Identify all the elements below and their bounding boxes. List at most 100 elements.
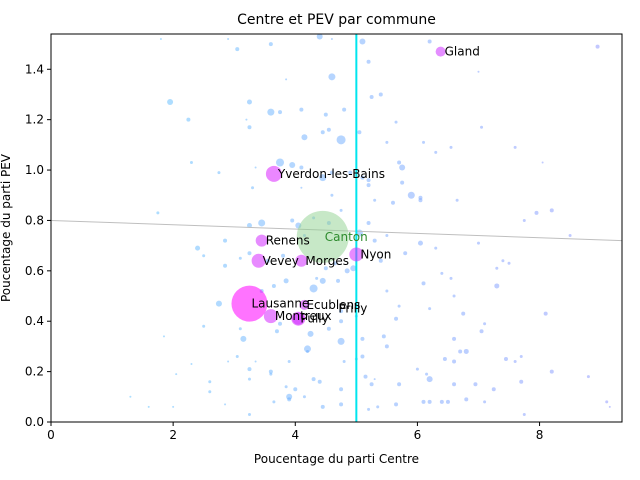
data-point xyxy=(223,238,228,243)
data-point xyxy=(390,200,395,205)
y-tick-label: 0.8 xyxy=(25,213,44,227)
data-point xyxy=(397,382,402,387)
data-point xyxy=(439,399,444,404)
data-point xyxy=(359,38,366,45)
city-label: Pully xyxy=(300,312,328,326)
data-point xyxy=(373,198,377,202)
data-point xyxy=(366,220,371,225)
data-point xyxy=(452,382,457,387)
data-point xyxy=(363,374,368,379)
data-point xyxy=(339,309,344,314)
data-point xyxy=(400,180,405,185)
data-point xyxy=(235,47,240,52)
data-point xyxy=(369,94,374,99)
x-axis-label: Poucentage du parti Centre xyxy=(254,452,419,466)
data-point xyxy=(449,276,453,280)
data-point xyxy=(357,130,362,135)
data-point xyxy=(323,266,328,271)
data-point xyxy=(360,354,365,359)
data-point xyxy=(452,359,457,364)
data-point xyxy=(159,38,162,41)
data-point xyxy=(274,329,279,334)
data-point xyxy=(299,165,304,170)
data-point xyxy=(208,380,212,384)
data-point xyxy=(394,120,398,124)
data-point xyxy=(483,322,487,326)
data-point xyxy=(271,283,276,288)
y-tick-label: 0.6 xyxy=(25,264,44,278)
data-point xyxy=(287,360,291,364)
city-label: Prilly xyxy=(338,302,367,316)
data-point xyxy=(394,316,399,321)
data-point xyxy=(167,99,174,106)
data-point xyxy=(302,395,306,399)
data-point xyxy=(276,158,285,167)
data-point xyxy=(309,284,318,293)
data-point xyxy=(495,266,499,270)
data-point xyxy=(246,222,252,228)
data-point xyxy=(434,246,438,250)
data-point xyxy=(293,387,298,392)
data-point xyxy=(415,367,419,371)
data-point xyxy=(473,382,478,387)
city-point xyxy=(263,309,278,324)
data-point xyxy=(452,294,456,298)
data-point xyxy=(330,193,334,197)
data-point xyxy=(245,118,248,121)
data-point xyxy=(319,174,327,182)
canton-label: Canton xyxy=(325,230,368,244)
data-point xyxy=(434,150,438,154)
data-point xyxy=(463,348,469,354)
data-point xyxy=(319,277,326,284)
data-point xyxy=(381,334,386,339)
city-point xyxy=(251,253,266,268)
data-point xyxy=(372,238,377,243)
data-point xyxy=(326,127,331,132)
city-label: Yverdon-les-Bains xyxy=(277,167,385,181)
city-label: Renens xyxy=(266,234,310,248)
data-point xyxy=(491,387,496,392)
data-point xyxy=(189,160,193,164)
data-point xyxy=(477,70,480,73)
data-point xyxy=(223,263,228,268)
data-point xyxy=(418,195,423,200)
points-layer xyxy=(129,33,611,416)
city-label: Lausanne xyxy=(251,297,309,311)
data-point xyxy=(328,73,336,81)
data-point xyxy=(224,403,227,406)
data-point xyxy=(285,78,288,81)
y-tick-label: 0.0 xyxy=(25,415,44,429)
data-point xyxy=(378,92,383,97)
data-point xyxy=(445,399,450,404)
data-point xyxy=(316,33,323,40)
data-point xyxy=(394,402,399,407)
data-point xyxy=(323,112,328,117)
data-point xyxy=(332,261,337,266)
data-point xyxy=(320,404,325,409)
data-point xyxy=(339,208,343,212)
data-point xyxy=(480,125,484,129)
data-point xyxy=(449,145,453,149)
data-point xyxy=(507,261,511,265)
data-point xyxy=(399,164,406,171)
data-point xyxy=(317,379,322,384)
data-point xyxy=(483,400,487,404)
x-tick-label: 2 xyxy=(169,428,177,442)
data-point xyxy=(247,125,252,130)
x-tick-label: 0 xyxy=(47,428,55,442)
data-point xyxy=(426,376,433,383)
data-point xyxy=(403,251,408,256)
data-point xyxy=(286,393,293,400)
data-point xyxy=(513,360,517,364)
city-label: Montreux xyxy=(275,309,332,323)
data-point xyxy=(162,335,165,338)
city-label: Morges xyxy=(305,254,349,268)
data-point xyxy=(461,311,466,316)
data-point xyxy=(129,395,132,398)
data-point xyxy=(195,245,201,251)
data-point xyxy=(311,377,316,382)
data-point xyxy=(290,218,295,223)
data-point xyxy=(417,240,423,246)
data-point xyxy=(366,178,371,183)
data-point xyxy=(147,405,150,408)
